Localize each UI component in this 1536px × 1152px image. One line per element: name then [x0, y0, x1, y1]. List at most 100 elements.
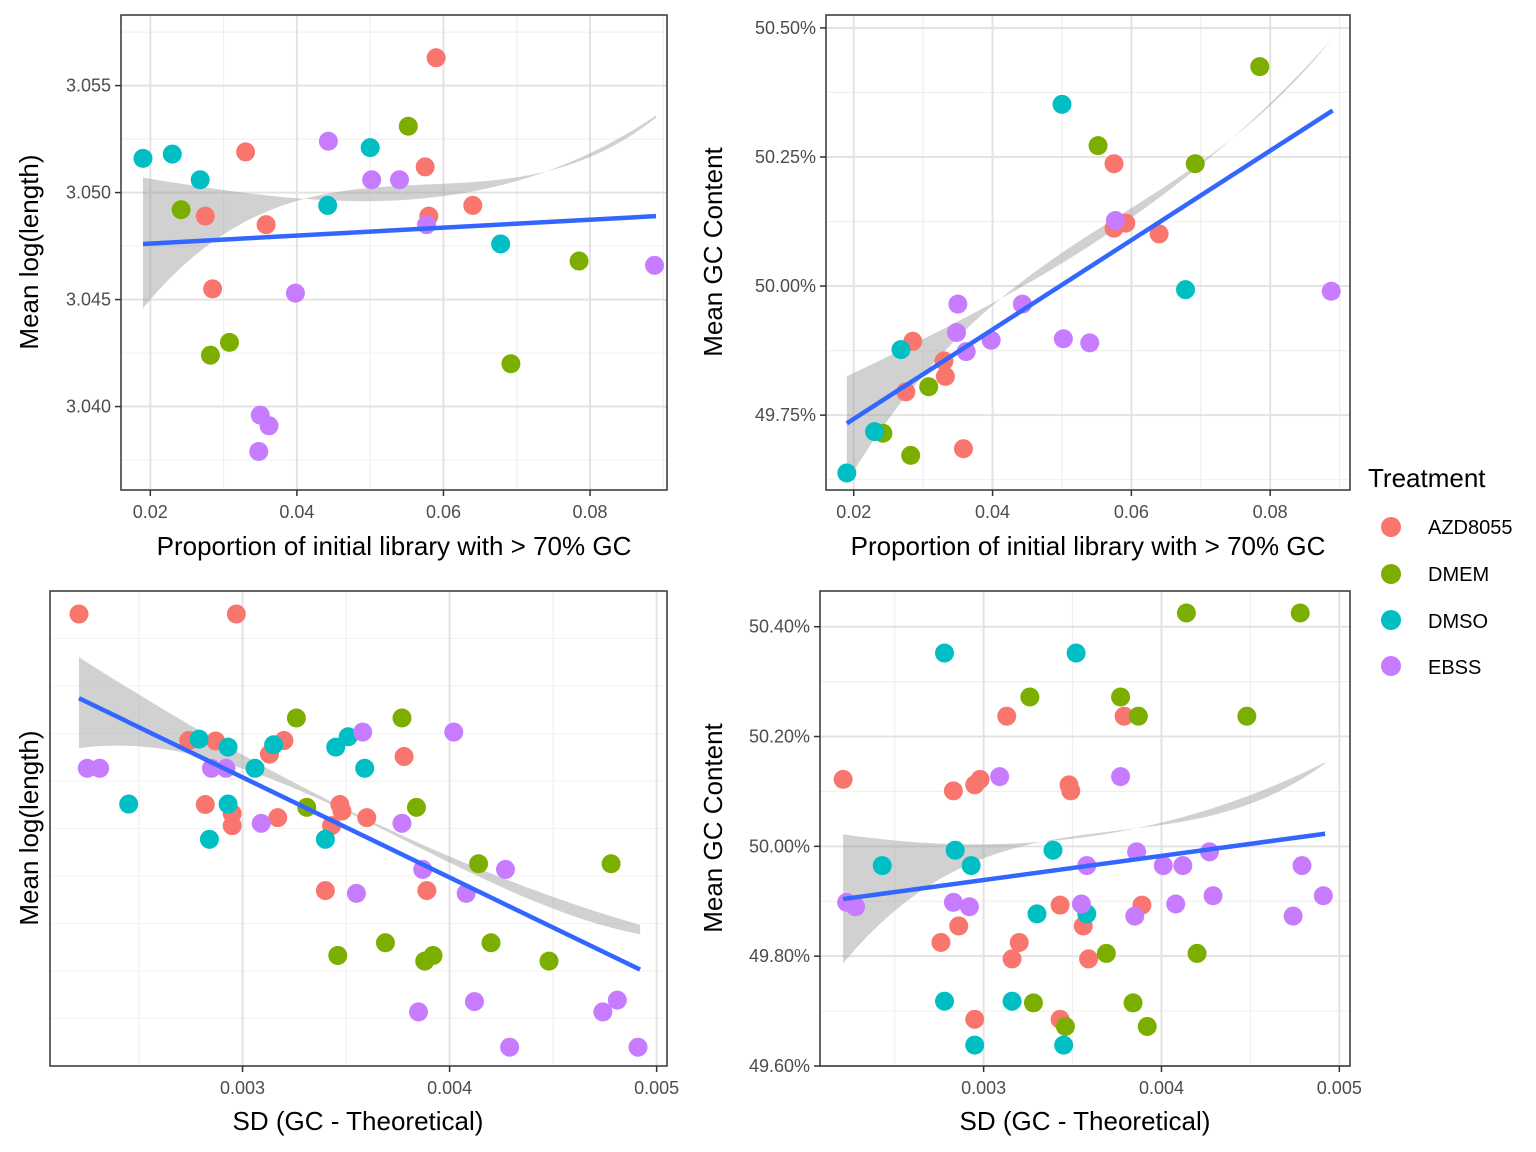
- data-point: [375, 933, 395, 953]
- data-point: [645, 255, 665, 275]
- x-tick-label: 0.02: [836, 502, 871, 522]
- data-point: [901, 445, 921, 465]
- data-point: [119, 794, 139, 814]
- series-ebss: [77, 722, 648, 1057]
- data-point: [357, 808, 377, 828]
- series-ebss: [837, 767, 1333, 926]
- x-tick-label: 0.02: [133, 502, 168, 522]
- data-point: [607, 990, 627, 1010]
- data-point: [1050, 895, 1070, 915]
- data-point: [891, 340, 911, 360]
- plot-background: [820, 591, 1350, 1066]
- data-point: [1313, 886, 1333, 906]
- data-point: [218, 794, 238, 814]
- series-azd8055: [833, 706, 1152, 1029]
- confidence-band: [143, 115, 656, 309]
- data-point: [222, 816, 242, 836]
- data-point: [1055, 1016, 1075, 1036]
- data-point: [1137, 1016, 1157, 1036]
- data-point: [1185, 154, 1205, 174]
- data-point: [501, 354, 521, 374]
- data-point: [268, 808, 288, 828]
- data-point: [948, 294, 968, 314]
- y-tick-label: 3.045: [66, 290, 111, 310]
- chart-panel-1: 0.02 0.04 0.06 0.08 3.040 3.045 3.050 3.055 Prop…: [14, 14, 668, 561]
- data-point: [949, 916, 969, 936]
- x-axis-title: SD (GC - Theoretical): [960, 1106, 1211, 1136]
- data-point: [1071, 894, 1091, 914]
- data-point: [203, 279, 223, 299]
- x-tick-label: 0.005: [1317, 1078, 1362, 1098]
- data-point: [195, 795, 215, 815]
- series-dmso: [119, 727, 375, 849]
- x-tick-label: 0.004: [427, 1078, 472, 1098]
- data-point: [943, 892, 963, 912]
- y-tick-label: 50.00%: [749, 836, 810, 856]
- data-point: [90, 758, 110, 778]
- data-point: [1153, 856, 1173, 876]
- data-point: [1149, 224, 1169, 244]
- data-point: [846, 897, 866, 917]
- data-point: [190, 170, 210, 190]
- panel-border: [825, 14, 1351, 491]
- legend-item-azd8055: AZD8055: [1381, 517, 1513, 539]
- data-point: [539, 951, 559, 971]
- data-point: [415, 951, 435, 971]
- chart-panels: 0.02 0.04 0.06 0.08 3.040 3.045 3.050 3.055 Prop…: [14, 14, 1362, 1136]
- x-tick-label: 0.04: [279, 502, 314, 522]
- data-point: [1080, 333, 1100, 353]
- series-azd8055: [69, 604, 437, 901]
- x-tick-label: 0.06: [1114, 502, 1149, 522]
- data-point: [392, 708, 412, 728]
- trend-line: [845, 108, 1334, 426]
- data-point: [362, 170, 382, 190]
- data-point: [1105, 210, 1125, 230]
- legend-item-ebss: EBSS: [1381, 656, 1481, 679]
- data-point: [318, 131, 338, 151]
- data-point: [417, 881, 437, 901]
- x-axis-title: SD (GC - Theoretical): [233, 1106, 484, 1136]
- y-tick-label: 50.00%: [755, 276, 816, 296]
- data-point: [931, 932, 951, 952]
- data-point: [934, 643, 954, 663]
- legend-key-azd8055: [1381, 517, 1401, 537]
- chart-panel-2: 0.02 0.04 0.06 0.08 49.75% 50.00% 50.25% 50.50%…: [698, 14, 1351, 561]
- x-tick-label: 0.003: [961, 1078, 1006, 1098]
- x-tick-label: 0.004: [1139, 1078, 1184, 1098]
- data-point: [249, 441, 269, 461]
- data-point: [219, 332, 239, 352]
- data-point: [264, 735, 284, 755]
- data-point: [1027, 904, 1047, 924]
- series-dmso: [133, 138, 511, 254]
- data-point: [464, 992, 484, 1012]
- y-tick-label: 50.25%: [755, 147, 816, 167]
- data-point: [199, 829, 219, 849]
- data-point: [1104, 154, 1124, 174]
- legend-label-dmem: DMEM: [1428, 564, 1489, 586]
- series-dmso: [837, 94, 1196, 483]
- data-point: [1052, 94, 1072, 114]
- data-point: [1053, 329, 1073, 349]
- data-point: [959, 897, 979, 917]
- data-point: [392, 813, 412, 833]
- data-point: [259, 416, 279, 436]
- data-point: [970, 769, 990, 789]
- data-point: [1237, 706, 1257, 726]
- y-axis-title: Mean GC Content: [698, 146, 728, 356]
- data-point: [491, 234, 511, 254]
- data-point: [332, 801, 352, 821]
- data-point: [315, 829, 335, 849]
- data-point: [328, 945, 348, 965]
- data-point: [956, 342, 976, 362]
- data-point: [1321, 281, 1341, 301]
- data-point: [500, 1037, 520, 1057]
- data-point: [965, 1035, 985, 1055]
- x-tick-label: 0.005: [634, 1078, 679, 1098]
- data-point: [953, 439, 973, 459]
- data-point: [444, 722, 464, 742]
- data-point: [1128, 706, 1148, 726]
- data-point: [1096, 943, 1116, 963]
- x-tick-label: 0.06: [426, 502, 461, 522]
- data-point: [946, 323, 966, 343]
- data-point: [200, 345, 220, 365]
